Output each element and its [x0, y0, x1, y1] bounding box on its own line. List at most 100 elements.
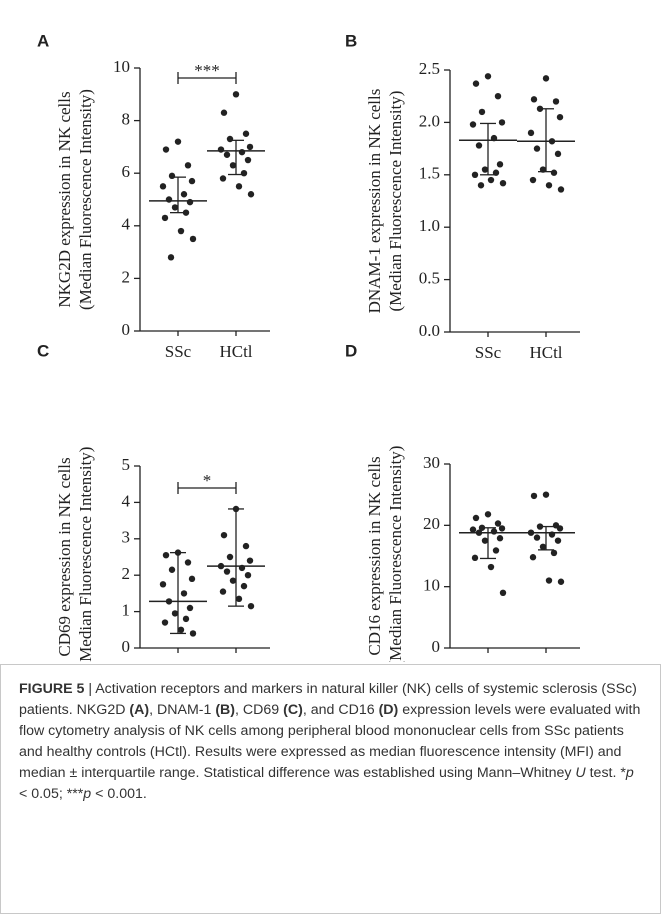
- data-point: [242, 130, 250, 137]
- data-point: [165, 196, 173, 203]
- data-point: [184, 559, 192, 566]
- data-point: [499, 589, 507, 596]
- data-point: [471, 171, 479, 178]
- figure: A NKG2D expression in NK cells (Median Flu…: [37, 31, 580, 662]
- y-axis-label: CD69 expression in NK cells: [55, 457, 74, 656]
- data-point: [186, 198, 194, 206]
- data-point: [496, 161, 504, 168]
- data-point: [232, 91, 240, 98]
- caption-text: test. *: [585, 765, 626, 781]
- data-point: [550, 169, 558, 176]
- data-point: [472, 80, 480, 87]
- y-tick-label: 4: [122, 491, 131, 510]
- data-point: [184, 162, 192, 169]
- y-axis-label: CD16 expression in NK cells: [365, 456, 384, 655]
- panel-label: C: [37, 341, 49, 360]
- data-point: [229, 577, 237, 584]
- data-point: [161, 214, 169, 222]
- data-point: [180, 590, 188, 597]
- data-point: [498, 119, 506, 126]
- data-point: [219, 588, 227, 595]
- data-point: [177, 227, 185, 235]
- data-point: [484, 511, 492, 518]
- data-point: [557, 186, 565, 193]
- data-point: [182, 615, 190, 623]
- caption-text: expression levels were evaluated with fl…: [19, 702, 641, 781]
- data-point: [238, 148, 246, 156]
- y-tick-label: 10: [113, 57, 130, 76]
- x-tick-label: SSc: [165, 342, 192, 361]
- data-point: [481, 537, 489, 544]
- caption-italic: p: [83, 786, 92, 802]
- caption-ref: (A): [129, 702, 150, 718]
- y-axis-label: (Median Fluorescence Intensity): [76, 447, 95, 662]
- caption-ref: (C): [283, 702, 303, 718]
- data-point: [487, 176, 495, 184]
- y-tick-label: 4: [122, 215, 131, 234]
- data-point: [189, 630, 197, 637]
- caption-text: | Activation receptors and markers in na…: [19, 681, 637, 718]
- data-point: [159, 581, 167, 588]
- data-point: [530, 96, 538, 103]
- data-point: [530, 492, 538, 500]
- x-tick-label: SSc: [165, 659, 192, 662]
- significance: *: [203, 471, 212, 490]
- y-tick-label: 0: [432, 637, 441, 656]
- data-point: [223, 151, 231, 158]
- caption-ref: (D): [378, 702, 399, 718]
- panel-label: A: [37, 31, 49, 50]
- y-tick-label: 2: [122, 564, 131, 583]
- y-tick-label: 5: [122, 455, 131, 474]
- y-axis-label: DNAM-1 expression in NK cells: [365, 89, 384, 314]
- data-point: [161, 619, 169, 626]
- data-point: [188, 575, 196, 583]
- data-point: [167, 254, 175, 261]
- data-point: [229, 162, 237, 169]
- caption-text: , CD69: [235, 702, 284, 718]
- caption-title: FIGURE 5: [19, 681, 85, 697]
- data-point: [235, 595, 243, 603]
- data-point: [529, 554, 537, 561]
- data-point: [533, 145, 541, 152]
- panel-label: B: [345, 31, 357, 50]
- data-point: [226, 553, 234, 561]
- data-point: [475, 142, 483, 149]
- data-point: [220, 109, 228, 116]
- y-tick-label: 0: [122, 320, 131, 339]
- significance: ***: [194, 61, 220, 80]
- y-tick-label: 3: [122, 528, 131, 547]
- data-point: [219, 175, 227, 182]
- data-point: [174, 138, 182, 145]
- data-point: [189, 235, 197, 243]
- y-tick-label: 2.5: [419, 59, 440, 78]
- x-tick-label: SSc: [475, 343, 502, 362]
- data-point: [246, 557, 254, 564]
- data-point: [240, 170, 248, 177]
- data-point: [247, 602, 255, 610]
- y-tick-label: 20: [423, 514, 440, 533]
- y-tick-label: 30: [423, 453, 440, 472]
- y-tick-label: 6: [122, 162, 131, 181]
- caption-italic: p: [625, 765, 634, 781]
- x-tick-label: HCtl: [529, 343, 562, 362]
- y-tick-label: 10: [423, 576, 440, 595]
- x-tick-label: HCtl: [529, 659, 562, 662]
- data-point: [471, 554, 479, 562]
- data-point: [162, 146, 170, 153]
- caption-text: < 0.001.: [91, 786, 147, 802]
- y-tick-label: 2: [122, 267, 131, 286]
- caption-text: < 0.05; ***: [19, 786, 84, 802]
- y-axis-label: (Median Fluorescence Intensity): [386, 91, 405, 312]
- data-point: [484, 73, 492, 80]
- y-tick-label: 2.0: [419, 111, 440, 130]
- caption-ref: (B): [215, 702, 236, 718]
- data-point: [469, 526, 477, 533]
- data-point: [494, 93, 502, 100]
- data-point: [542, 75, 550, 82]
- y-axis-label: NKG2D expression in NK cells: [55, 91, 74, 307]
- caption-text: , DNAM-1: [149, 702, 216, 718]
- data-point: [542, 491, 550, 498]
- data-point: [168, 566, 176, 573]
- y-tick-label: 1.0: [419, 216, 440, 235]
- data-point: [240, 582, 248, 590]
